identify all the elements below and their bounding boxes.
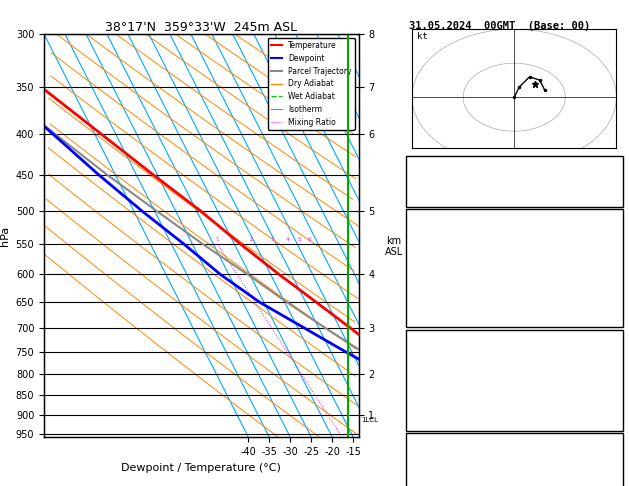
Text: 6: 6 <box>308 237 311 242</box>
Text: © weatheronline.co.uk: © weatheronline.co.uk <box>451 469 574 479</box>
Text: 0: 0 <box>612 313 618 324</box>
Text: 325: 325 <box>600 264 618 274</box>
Text: Lifted Index: Lifted Index <box>411 384 481 394</box>
Text: 22: 22 <box>606 160 618 171</box>
Text: SREH: SREH <box>411 471 434 481</box>
Text: EH: EH <box>411 454 423 465</box>
Text: Lifted Index: Lifted Index <box>411 280 481 291</box>
Text: 0: 0 <box>612 297 618 307</box>
Text: 31.05.2024  00GMT  (Base: 00): 31.05.2024 00GMT (Base: 00) <box>409 21 591 32</box>
Text: Totals Totals: Totals Totals <box>411 177 487 187</box>
Title: 38°17'N  359°33'W  245m ASL: 38°17'N 359°33'W 245m ASL <box>105 21 298 34</box>
Text: CAPE (J): CAPE (J) <box>411 400 458 411</box>
Text: 2.39: 2.39 <box>594 193 618 204</box>
Text: 1: 1 <box>216 237 220 242</box>
Text: K: K <box>411 160 416 171</box>
Text: CAPE (J): CAPE (J) <box>411 297 458 307</box>
Text: 68: 68 <box>606 471 618 481</box>
Legend: Temperature, Dewpoint, Parcel Trajectory, Dry Adiabat, Wet Adiabat, Isotherm, Mi: Temperature, Dewpoint, Parcel Trajectory… <box>267 38 355 130</box>
Text: 5: 5 <box>298 237 301 242</box>
X-axis label: Dewpoint / Temperature (°C): Dewpoint / Temperature (°C) <box>121 463 281 473</box>
Text: θₑ(K): θₑ(K) <box>411 264 440 274</box>
Text: CIN (J): CIN (J) <box>411 313 452 324</box>
Text: Pressure (mb): Pressure (mb) <box>411 351 487 361</box>
Text: kt: kt <box>417 33 428 41</box>
Text: Dewp (°C): Dewp (°C) <box>411 247 464 258</box>
Text: PW (cm): PW (cm) <box>411 193 452 204</box>
Text: 329: 329 <box>600 367 618 378</box>
Text: 2: 2 <box>612 417 618 427</box>
Text: 3: 3 <box>270 237 274 242</box>
Text: 3: 3 <box>612 400 618 411</box>
Text: Temp (°C): Temp (°C) <box>411 231 464 241</box>
Text: θₑ (K): θₑ (K) <box>411 367 446 378</box>
Text: 700: 700 <box>600 351 618 361</box>
Text: Hodograph: Hodograph <box>487 438 541 448</box>
Text: 40: 40 <box>606 177 618 187</box>
Text: 2: 2 <box>612 384 618 394</box>
Text: 1LCL: 1LCL <box>362 417 379 423</box>
Text: 4: 4 <box>286 237 289 242</box>
Text: 39: 39 <box>606 454 618 465</box>
Text: Surface: Surface <box>494 214 535 225</box>
Y-axis label: km
ASL: km ASL <box>385 236 403 257</box>
Text: Mixing Ratio (g/kg): Mixing Ratio (g/kg) <box>442 216 451 295</box>
Text: 2: 2 <box>250 237 253 242</box>
Y-axis label: hPa: hPa <box>0 226 10 246</box>
Text: CIN (J): CIN (J) <box>411 417 452 427</box>
Text: 20.1: 20.1 <box>594 231 618 241</box>
Text: 4: 4 <box>612 280 618 291</box>
Text: 14.4: 14.4 <box>594 247 618 258</box>
Text: Most Unstable: Most Unstable <box>476 334 552 345</box>
